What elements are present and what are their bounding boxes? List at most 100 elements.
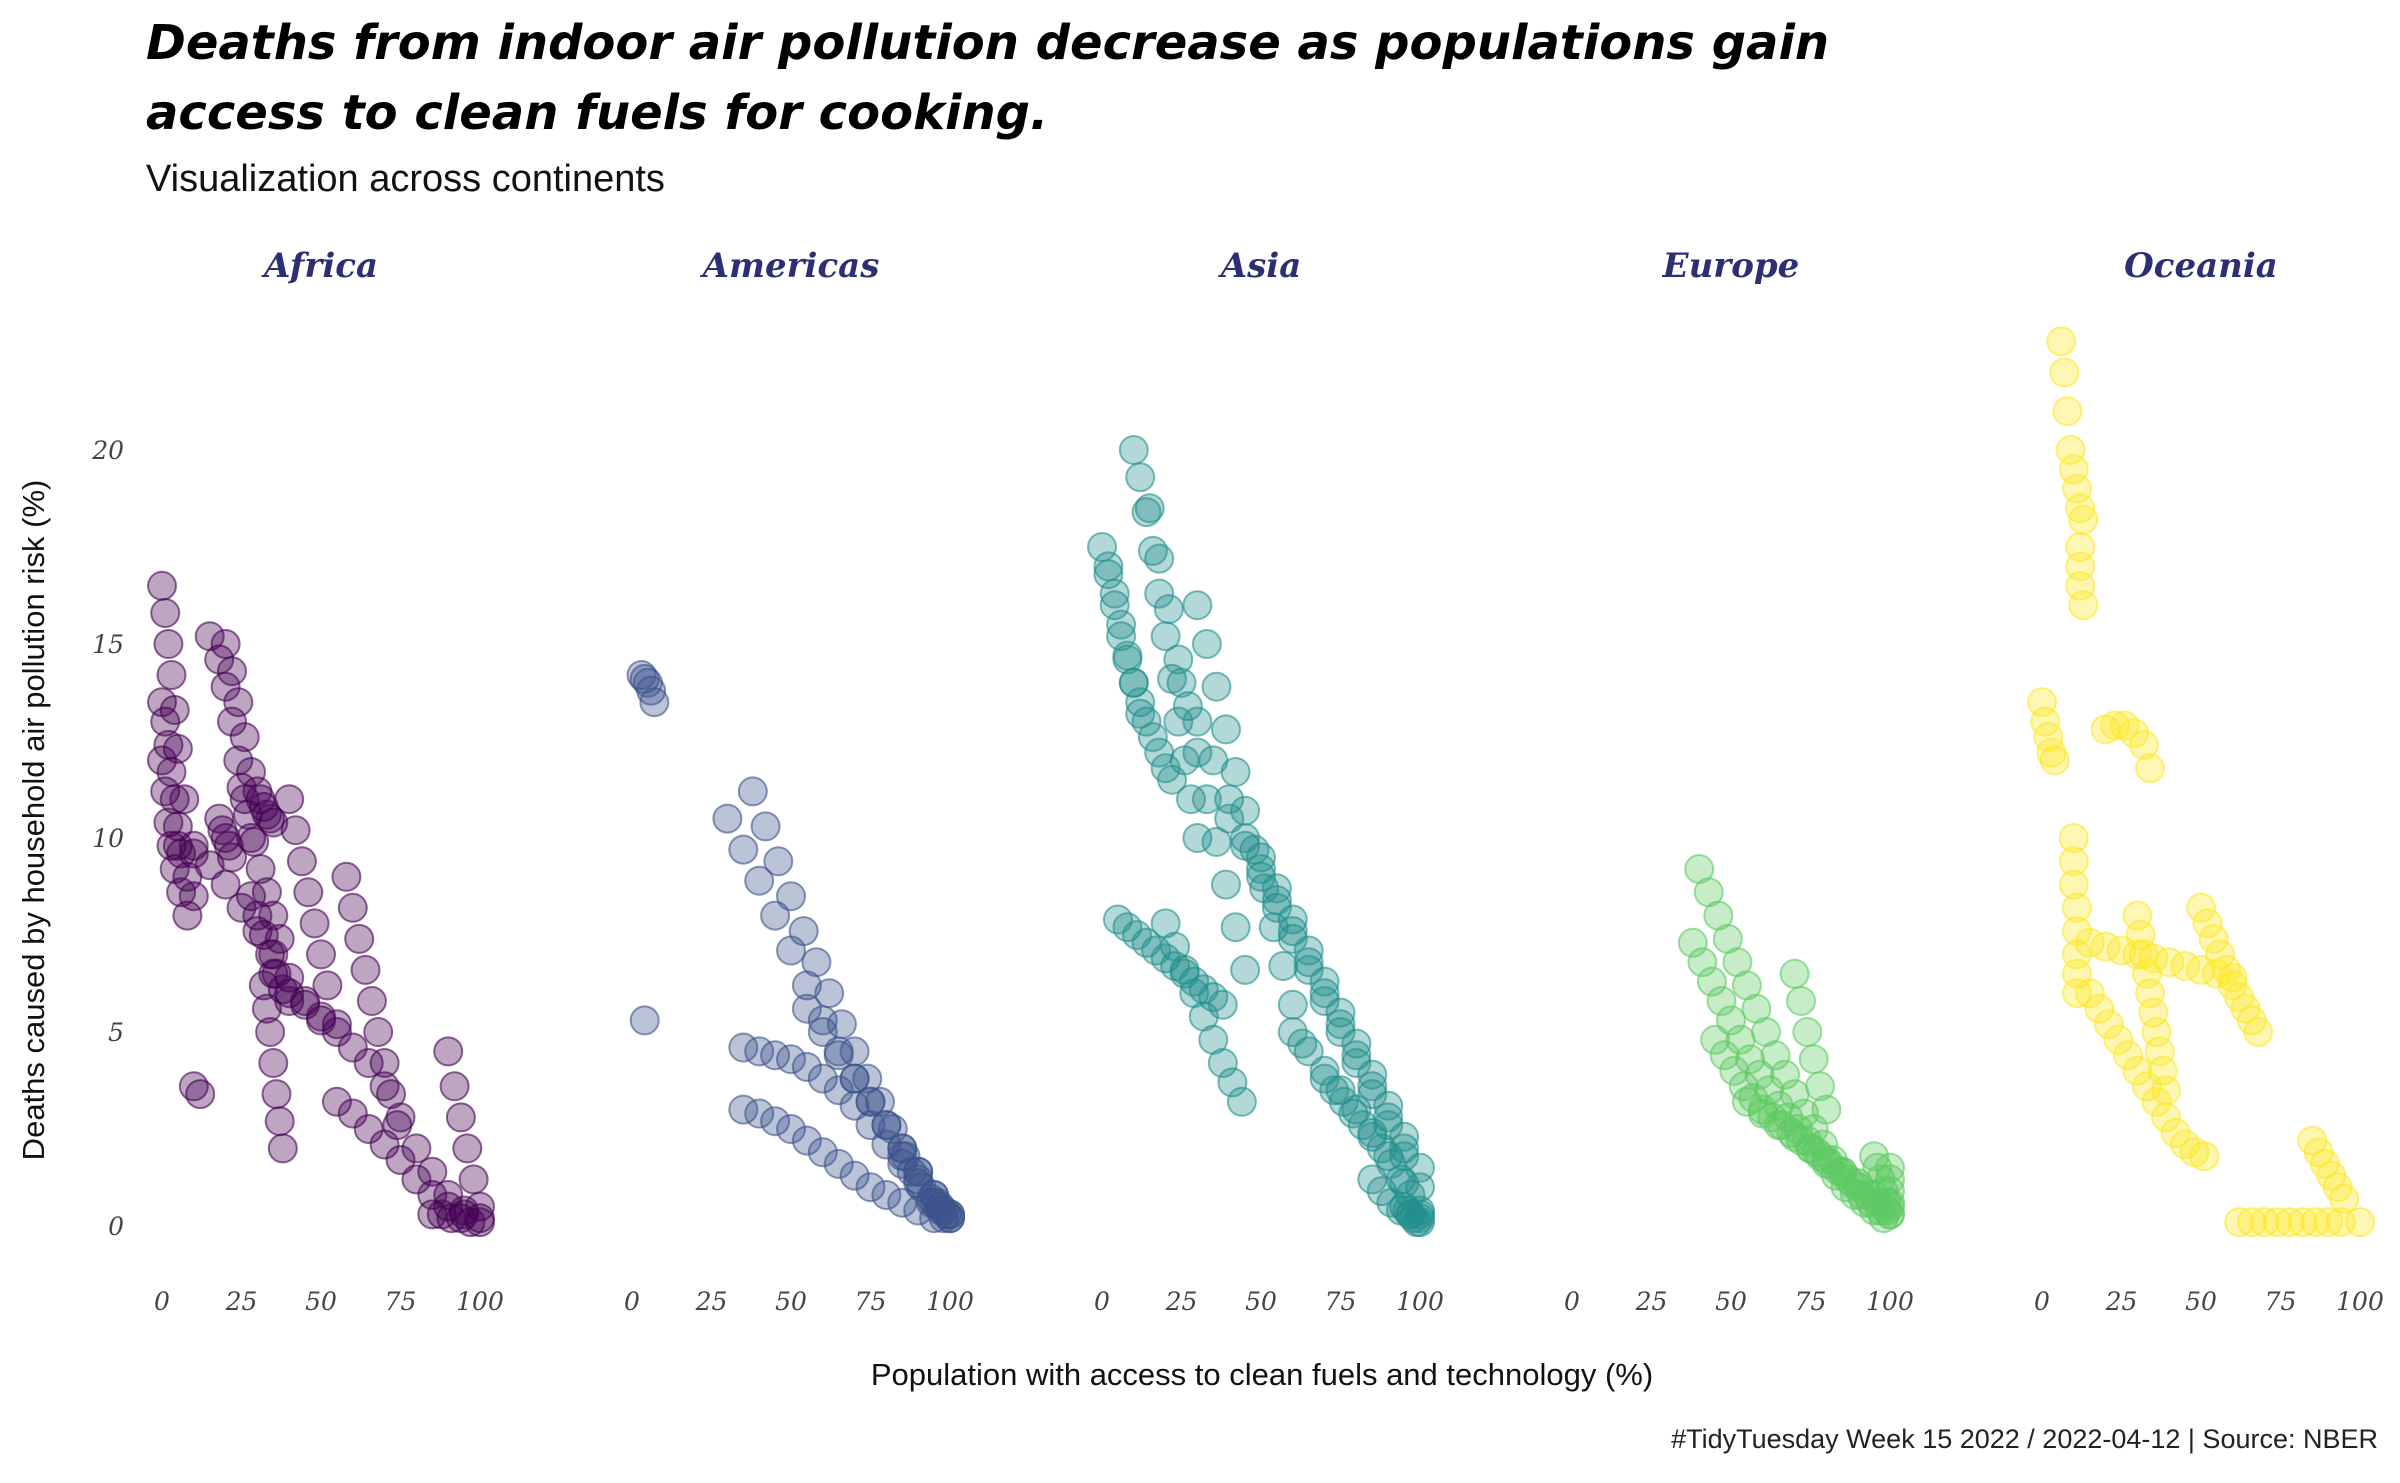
data-point <box>232 799 263 830</box>
facet-points <box>2027 326 2375 1238</box>
data-point <box>433 1180 464 1210</box>
data-point <box>2062 978 2092 1009</box>
data-point <box>1373 1090 1404 1121</box>
data-point <box>445 1102 476 1133</box>
data-point <box>760 1106 791 1137</box>
data-point <box>1366 1176 1397 1207</box>
data-point <box>1191 784 1222 815</box>
data-point <box>871 1180 902 1210</box>
data-point <box>1779 958 1810 989</box>
data-point <box>2141 1086 2172 1117</box>
data-point <box>1099 590 1130 621</box>
data-point <box>2211 954 2242 985</box>
data-point <box>839 1160 870 1191</box>
data-point <box>280 815 311 846</box>
data-point <box>2345 1207 2375 1238</box>
data-point <box>1827 1156 1858 1187</box>
data-point <box>1357 1164 1388 1195</box>
data-point <box>353 1048 384 1078</box>
data-point <box>1217 1067 1248 1098</box>
data-point <box>776 1044 806 1075</box>
data-point <box>2103 1024 2134 1055</box>
data-point <box>639 687 670 718</box>
data-point <box>750 811 781 842</box>
data-point <box>1093 559 1124 590</box>
facet-points <box>626 660 965 1234</box>
data-point <box>255 1017 286 1047</box>
data-point <box>226 772 257 803</box>
data-point <box>1093 551 1124 582</box>
data-point <box>1725 1024 1756 1055</box>
data-point <box>2329 1183 2360 1214</box>
data-point <box>376 1079 406 1110</box>
data-point <box>337 1032 368 1063</box>
data-point <box>2128 939 2159 970</box>
data-point <box>1207 989 1238 1020</box>
data-point <box>1700 1024 1731 1055</box>
data-point <box>1805 1071 1835 1102</box>
data-point <box>1176 784 1206 815</box>
data-point <box>2122 1055 2153 1086</box>
data-point <box>1099 578 1130 609</box>
data-point <box>1118 435 1149 465</box>
data-point <box>2084 993 2115 1024</box>
data-point <box>2144 1036 2175 1067</box>
data-point <box>1811 1145 1842 1175</box>
x-tick-label: 100 <box>456 1287 504 1316</box>
data-point <box>1118 667 1149 698</box>
data-point <box>1261 873 1292 904</box>
data-point <box>2039 745 2070 776</box>
data-point <box>1220 912 1251 943</box>
data-point <box>776 1114 806 1144</box>
data-point <box>2192 908 2223 939</box>
facet-points <box>1677 854 1905 1234</box>
data-point <box>1716 1005 1746 1036</box>
data-point <box>150 598 181 628</box>
data-point <box>236 757 266 787</box>
data-point <box>636 675 667 706</box>
data-point <box>166 877 197 908</box>
data-point <box>1795 1133 1826 1164</box>
data-point <box>2052 396 2083 427</box>
data-point <box>1277 916 1308 947</box>
facet-panel-asia: Asia 0 25 50 75 100 <box>1087 246 1444 1316</box>
data-point <box>223 687 254 718</box>
data-point <box>1182 706 1213 737</box>
data-point <box>213 830 244 861</box>
data-point <box>1137 722 1168 753</box>
data-point <box>150 776 181 807</box>
data-point <box>1153 594 1184 625</box>
data-point <box>887 1148 918 1179</box>
data-point <box>369 1129 400 1160</box>
data-point <box>2131 1071 2162 1102</box>
data-point <box>2236 1207 2267 1238</box>
data-point <box>1201 826 1232 857</box>
facets-layer: 0 5 10 15 20 Africa 0 25 50 75 100 Americas 0 25 50 75 1… <box>91 246 2384 1316</box>
facet-panel-europe: Europe 0 25 50 75 100 <box>1564 246 1914 1316</box>
data-point <box>172 900 203 931</box>
data-point <box>417 1156 448 1187</box>
x-tick-label: 50 <box>305 1287 337 1316</box>
data-point <box>153 629 184 659</box>
x-axis-title: Population with access to clean fuels an… <box>871 1357 1653 1392</box>
data-point <box>2058 869 2089 900</box>
data-point <box>1277 1017 1308 1047</box>
y-axis-title: Deaths caused by household air pollution… <box>16 480 51 1161</box>
data-point <box>1357 1059 1388 1090</box>
data-point <box>788 916 819 947</box>
data-point <box>1328 1086 1359 1117</box>
data-point <box>1182 823 1213 853</box>
data-point <box>887 1141 918 1172</box>
facet-points <box>1087 435 1435 1238</box>
data-point <box>217 706 247 737</box>
x-tick-label: 0 <box>1094 1287 1110 1316</box>
data-point <box>337 892 368 923</box>
data-point <box>1709 1040 1740 1071</box>
chart-caption: #TidyTuesday Week 15 2022 / 2022-04-12 |… <box>1671 1424 2378 1454</box>
data-point <box>1811 1094 1842 1125</box>
data-point <box>1182 590 1213 621</box>
data-point <box>353 1114 384 1144</box>
facet-panel-americas: Americas 0 25 50 75 100 <box>624 246 974 1316</box>
data-point <box>1163 644 1194 675</box>
